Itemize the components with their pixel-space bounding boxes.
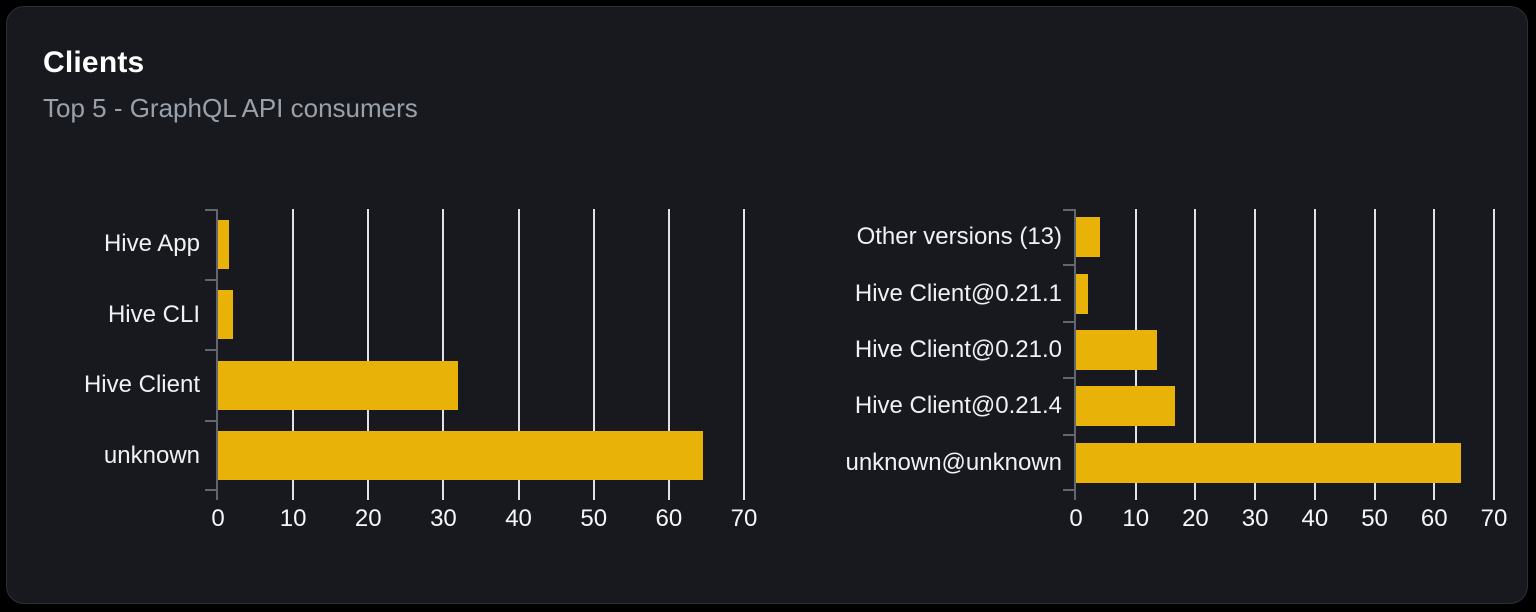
x-axis-tick	[216, 491, 218, 500]
x-axis-tick-label: 20	[354, 505, 382, 532]
panel-subtitle: Top 5 - GraphQL API consumers	[43, 93, 418, 123]
x-axis-tick	[292, 491, 295, 500]
x-axis-tick-label: 50	[1361, 505, 1388, 532]
clients-panel: Clients Top 5 - GraphQL API consumers Hi…	[6, 6, 1528, 604]
bar[interactable]	[1076, 442, 1462, 483]
x-axis-tick	[1313, 491, 1316, 500]
category-label: Other versions (13)	[856, 223, 1062, 251]
gridline	[1433, 209, 1436, 491]
x-axis-tick-label: 40	[505, 505, 532, 532]
gridline	[1373, 209, 1376, 491]
y-axis-tick	[205, 349, 216, 351]
gridline	[1313, 209, 1316, 491]
clients-by-version-chart: Other versions (13) Hive Client@0.21.1 Hiv…	[826, 209, 1516, 555]
x-axis-tick	[1074, 491, 1076, 500]
clients-by-name-chart: Hive App Hive CLI Hive Client unknown 0 10 20 3…	[32, 209, 766, 555]
gridline	[367, 209, 370, 491]
y-axis-tick	[205, 419, 216, 422]
gridline	[1254, 209, 1257, 491]
gridline	[667, 209, 670, 491]
gridline	[1493, 209, 1495, 491]
x-axis-tick	[1373, 491, 1376, 500]
category-label: Hive Client@0.21.0	[854, 335, 1062, 363]
x-axis-tick	[367, 491, 370, 500]
y-axis-tick	[1063, 320, 1074, 323]
bar[interactable]	[218, 219, 230, 269]
gridline	[292, 209, 295, 491]
x-axis-tick-label: 60	[1420, 505, 1448, 532]
x-axis-tick	[1433, 491, 1436, 500]
y-axis-tick	[1063, 433, 1074, 436]
x-axis-tick-label: 60	[655, 505, 683, 532]
panel-title: Clients	[43, 46, 145, 79]
x-axis-tick-label: 0	[211, 505, 225, 532]
y-axis-tick	[1063, 377, 1074, 380]
x-axis-tick-label: 10	[1122, 505, 1150, 532]
category-label: Hive Client	[83, 371, 200, 399]
x-axis-tick-label: 30	[1241, 505, 1269, 532]
gridline	[743, 209, 745, 491]
x-axis-tick	[1254, 491, 1257, 500]
x-axis-tick-label: 40	[1301, 505, 1329, 532]
plot-area: 0 10 20 30 40 50 60 70	[1063, 209, 1507, 532]
bar[interactable]	[218, 360, 459, 410]
gridline	[1194, 209, 1197, 491]
bar[interactable]	[218, 290, 234, 340]
x-axis-tick	[1194, 491, 1197, 500]
category-label: unknown	[103, 441, 200, 469]
bar[interactable]	[1076, 217, 1100, 258]
bar[interactable]	[1076, 386, 1175, 427]
y-axis-tick	[1063, 489, 1074, 491]
x-axis-tick	[442, 491, 445, 500]
bar[interactable]	[1076, 330, 1157, 370]
gridline	[517, 209, 520, 491]
gridline	[442, 209, 445, 491]
y-axis-tick	[205, 209, 216, 211]
x-axis-tick-label: 10	[279, 505, 307, 532]
x-axis-tick-label: 0	[1069, 505, 1083, 532]
plot-area: 0 10 20 30 40 50 60 70	[205, 209, 757, 532]
category-label: Hive Client@0.21.1	[854, 279, 1062, 307]
x-axis-tick-label: 70	[730, 505, 758, 532]
gridline	[592, 209, 595, 491]
y-axis-tick	[205, 489, 216, 491]
bar[interactable]	[218, 431, 703, 481]
bar[interactable]	[1076, 273, 1088, 314]
x-axis-tick	[1134, 491, 1137, 500]
x-axis-tick-label: 20	[1182, 505, 1209, 532]
y-axis-tick	[1063, 209, 1074, 211]
y-axis-tick	[205, 278, 216, 281]
x-axis-tick-label: 30	[430, 505, 457, 532]
x-axis-tick	[667, 491, 670, 500]
x-axis-tick-label: 70	[1480, 505, 1508, 532]
category-label: unknown@unknown	[845, 448, 1062, 476]
x-axis-tick	[1493, 491, 1495, 500]
category-label: Hive App	[103, 230, 200, 258]
y-axis-tick	[1063, 264, 1074, 267]
category-label: Hive Client@0.21.4	[854, 392, 1062, 420]
category-label: Hive CLI	[107, 300, 200, 328]
x-axis-tick-label: 50	[580, 505, 608, 532]
x-axis-tick	[743, 491, 745, 500]
x-axis-tick	[592, 491, 595, 500]
x-axis-tick	[517, 491, 520, 500]
